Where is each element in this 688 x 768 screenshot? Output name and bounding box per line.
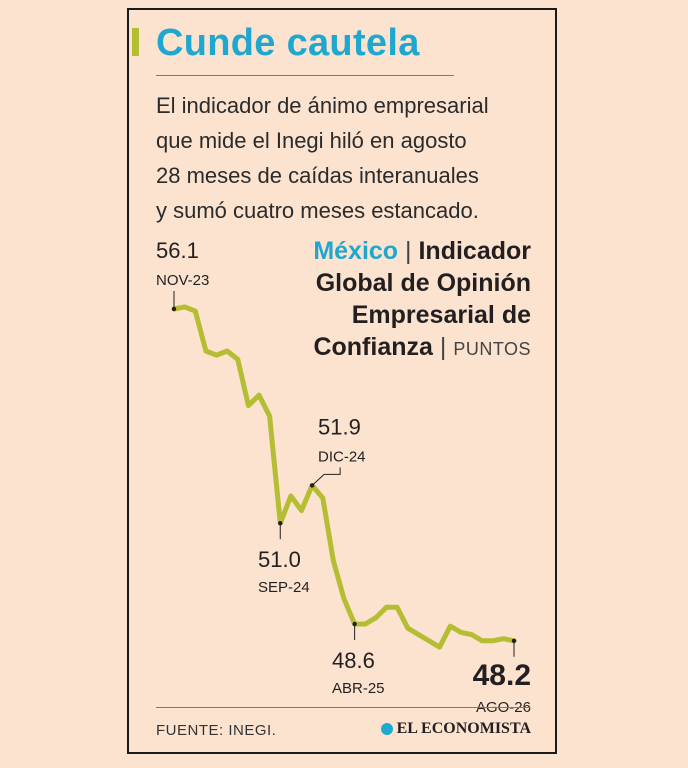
subtitle-line: 28 meses de caídas interanuales xyxy=(156,163,479,188)
annotation-value: 56.1 xyxy=(156,238,199,263)
data-point xyxy=(373,615,378,620)
infographic-frame xyxy=(127,8,557,754)
data-point xyxy=(203,349,208,354)
legend-name-line4: Confianza xyxy=(313,333,433,361)
chart-legend-title: México | Indicador Global de Opinión Emp… xyxy=(313,235,531,365)
data-point xyxy=(363,622,368,627)
data-point xyxy=(405,626,410,631)
data-point xyxy=(480,638,485,643)
data-point xyxy=(246,403,251,408)
legend-name-line3: Empresarial de xyxy=(351,301,531,329)
data-point xyxy=(182,304,187,309)
data-point xyxy=(427,638,432,643)
data-point xyxy=(331,559,336,564)
annotation-leader xyxy=(311,467,341,486)
annotation-value: 48.2 xyxy=(473,659,531,692)
annotation-value: 51.0 xyxy=(258,547,301,572)
footer-divider xyxy=(156,707,530,708)
data-point xyxy=(490,638,495,643)
data-point xyxy=(235,357,240,362)
data-point xyxy=(320,496,325,501)
data-point xyxy=(395,605,400,610)
page-title: Cunde cautela xyxy=(156,22,420,64)
title-divider xyxy=(156,75,454,76)
legend-separator: | xyxy=(405,237,412,265)
annotation-value: 51.9 xyxy=(318,414,361,439)
data-point xyxy=(299,508,304,513)
series-line xyxy=(171,304,517,650)
data-point xyxy=(288,493,293,498)
subtitle-line: que mide el Inegi hiló en agosto xyxy=(156,128,467,153)
data-point xyxy=(193,309,198,314)
data-point xyxy=(225,349,230,354)
brand-icon xyxy=(380,723,393,735)
data-point xyxy=(437,645,442,650)
annotation-date: ABR-25 xyxy=(332,680,385,697)
annotation-value: 48.6 xyxy=(332,648,375,673)
data-point xyxy=(257,393,262,398)
legend-name-line2: Global de Opinión xyxy=(315,269,531,297)
annotation-date: DIC-24 xyxy=(318,448,366,465)
title-accent-bar xyxy=(132,28,139,56)
brand-logo: EL ECONOMISTA xyxy=(380,720,531,738)
legend-country: México xyxy=(313,237,399,265)
annotation-date: SEP-24 xyxy=(258,579,310,596)
legend-separator: | xyxy=(439,333,447,361)
brand-name: EL ECONOMISTA xyxy=(396,720,531,737)
data-point xyxy=(448,624,453,629)
subtitle-line: El indicador de ánimo empresarial xyxy=(156,93,489,118)
data-point xyxy=(469,632,474,637)
annotation-date: NOV-23 xyxy=(156,272,209,289)
data-point xyxy=(416,632,421,637)
data-point xyxy=(501,636,506,641)
data-point xyxy=(384,605,389,610)
subtitle: El indicador de ánimo empresarial que mi… xyxy=(156,88,541,228)
legend-name-part1: Indicador xyxy=(418,237,531,265)
data-point xyxy=(342,596,347,601)
legend-unit: PUNTOS xyxy=(453,339,531,359)
data-point xyxy=(214,353,219,358)
subtitle-line: y sumó cuatro meses estancado. xyxy=(156,198,479,223)
data-point xyxy=(267,414,272,419)
data-point xyxy=(458,630,463,635)
source-note: FUENTE: INEGI. xyxy=(156,722,277,739)
